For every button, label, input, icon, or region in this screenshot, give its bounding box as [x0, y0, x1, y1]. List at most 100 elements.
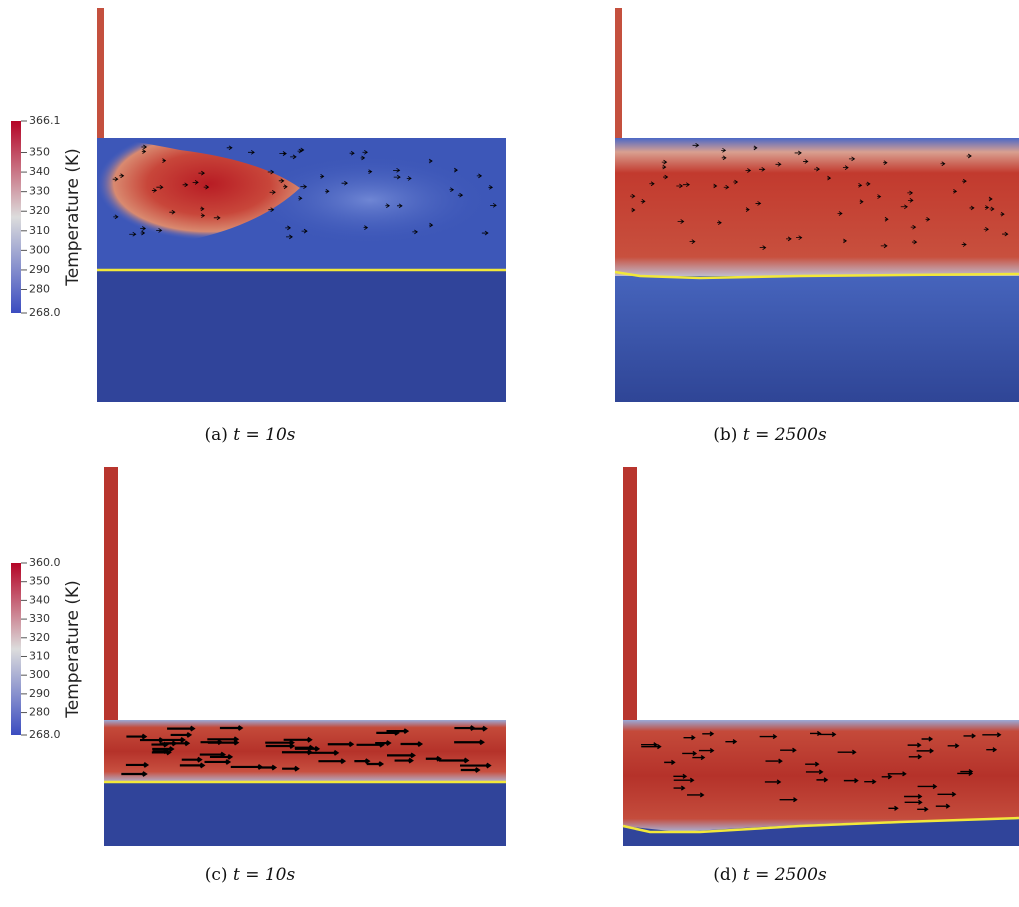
velocity-arrow [698, 748, 715, 754]
velocity-arrow [490, 203, 497, 208]
caption-time: t = 10s [233, 865, 296, 885]
tick-label: 280 [29, 706, 50, 719]
panel-c [104, 467, 506, 846]
velocity-arrow [307, 749, 340, 756]
velocity-arrow [759, 245, 767, 250]
inlet-pipe [97, 8, 104, 140]
caption: (d) t = 2500s [713, 865, 827, 885]
wake [250, 155, 490, 245]
caption-time: t = 2500s [743, 425, 827, 445]
velocity-arrow [412, 229, 419, 235]
panel-a [97, 8, 506, 402]
velocity-arrow [682, 750, 698, 757]
velocity-arrow [779, 797, 798, 803]
velocity-arrow [460, 767, 481, 773]
velocity-arrow [733, 179, 739, 185]
tick-label: 320 [29, 631, 50, 644]
velocity-arrow [805, 761, 820, 767]
velocity-arrow [713, 183, 718, 189]
velocity-arrow [290, 154, 297, 160]
velocity-arrow [386, 728, 410, 735]
velocity-arrow [285, 225, 292, 231]
tick-label: 300 [29, 243, 50, 256]
velocity-arrow [457, 192, 464, 198]
velocity-arrow [917, 783, 938, 790]
velocity-arrow [880, 243, 888, 249]
velocity-arrow [294, 745, 321, 752]
velocity-arrow [662, 164, 667, 170]
velocity-arrow [794, 150, 802, 156]
velocity-arrow [429, 222, 434, 228]
interface-line [614, 270, 1019, 280]
velocity-arrow [904, 793, 923, 800]
velocity-arrow [181, 756, 203, 763]
velocity-arrow [362, 149, 368, 155]
velocity-arrow [278, 178, 285, 184]
velocity-arrow [156, 184, 164, 190]
velocity-arrow [286, 234, 293, 240]
caption: (c) t = 10s [205, 865, 296, 885]
velocity-arrow [911, 239, 918, 245]
velocity-arrow [213, 215, 221, 221]
velocity-arrow [363, 225, 369, 230]
velocity-arrow [989, 206, 995, 212]
velocity-arrow [283, 184, 288, 190]
velocity-arrow [953, 188, 958, 194]
velocity-arrow [320, 174, 325, 179]
velocity-arrow [367, 169, 373, 175]
velocity-arrow [454, 167, 458, 173]
velocity-arrow [400, 741, 424, 747]
panel-b [614, 8, 1019, 402]
velocity-arrow [819, 731, 837, 738]
tick-label: 350 [29, 575, 50, 588]
velocity-arrow [162, 158, 167, 163]
velocity-arrow [140, 230, 146, 236]
velocity-arrow [354, 758, 371, 765]
velocity-arrow [775, 161, 782, 167]
velocity-arrow [908, 754, 923, 760]
tick-label: 330 [29, 612, 50, 625]
velocity-arrow [916, 748, 935, 754]
colorbar-gradient [11, 563, 21, 735]
solid-region [97, 270, 506, 402]
velocity-arrow [663, 174, 669, 180]
velocity-arrow [300, 184, 308, 190]
velocity-arrow [904, 799, 923, 805]
velocity-arrow [152, 746, 175, 752]
velocity-arrow [907, 190, 914, 196]
velocity-arrow [385, 203, 390, 209]
velocity-arrow [375, 740, 392, 746]
velocity-arrow [125, 762, 150, 768]
velocity-arrow [460, 762, 492, 769]
inlet-pipe [104, 467, 118, 722]
velocity-arrow [126, 733, 148, 740]
tick-label: 340 [29, 593, 50, 606]
velocity-arrow [683, 735, 696, 741]
velocity-arrow [476, 173, 483, 179]
velocity-arrow [192, 180, 199, 185]
velocity-arrow [161, 737, 186, 743]
tick-label: 366.1 [29, 114, 61, 127]
velocity-arrow [759, 734, 778, 740]
velocity-arrow [842, 165, 849, 170]
velocity-arrow [631, 207, 636, 213]
velocity-arrow [755, 201, 762, 206]
velocity-arrow [809, 730, 822, 737]
velocity-arrow [360, 155, 366, 161]
velocity-arrow [204, 759, 232, 765]
velocity-arrow [765, 758, 783, 764]
velocity-arrow [986, 747, 998, 753]
caption-label: (c) [205, 865, 228, 885]
velocity-arrow [366, 761, 385, 767]
velocity-arrow [394, 757, 414, 764]
velocity-arrow [341, 180, 348, 186]
velocity-arrow [796, 235, 803, 240]
velocity-arrow [406, 176, 412, 181]
velocity-arrow [877, 194, 882, 199]
caption-label: (d) [713, 865, 737, 885]
velocity-arrow [119, 173, 125, 179]
velocity-arrow [454, 725, 476, 732]
velocity-arrow [203, 184, 210, 190]
velocity-arrow [140, 226, 147, 231]
